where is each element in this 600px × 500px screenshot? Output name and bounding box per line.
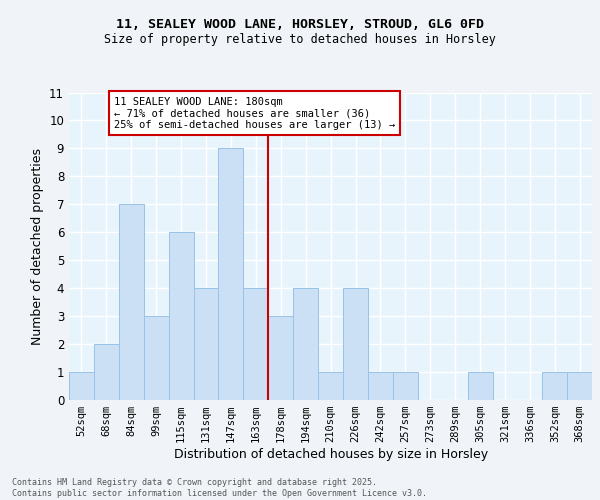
Bar (567, 372, 592, 400)
Bar (268, 316, 293, 400)
Bar (293, 288, 318, 400)
Bar (194, 288, 218, 400)
Bar (244, 288, 268, 400)
Text: 11, SEALEY WOOD LANE, HORSLEY, STROUD, GL6 0FD: 11, SEALEY WOOD LANE, HORSLEY, STROUD, G… (116, 18, 484, 30)
Bar (368, 372, 393, 400)
Bar (169, 232, 194, 400)
Text: 11 SEALEY WOOD LANE: 180sqm
← 71% of detached houses are smaller (36)
25% of sem: 11 SEALEY WOOD LANE: 180sqm ← 71% of det… (114, 96, 395, 130)
Bar (268, 316, 293, 400)
Bar (318, 372, 343, 400)
Bar (69, 372, 94, 400)
Bar (119, 204, 144, 400)
Bar (567, 372, 592, 400)
Bar (194, 288, 218, 400)
Bar (293, 288, 318, 400)
Y-axis label: Number of detached properties: Number of detached properties (31, 148, 44, 345)
Bar (542, 372, 567, 400)
Text: Contains HM Land Registry data © Crown copyright and database right 2025.
Contai: Contains HM Land Registry data © Crown c… (12, 478, 427, 498)
Bar (144, 316, 169, 400)
Bar (542, 372, 567, 400)
X-axis label: Distribution of detached houses by size in Horsley: Distribution of detached houses by size … (173, 448, 488, 461)
Bar (218, 148, 244, 400)
Bar (144, 316, 169, 400)
Bar (343, 288, 368, 400)
Bar (94, 344, 119, 400)
Text: Size of property relative to detached houses in Horsley: Size of property relative to detached ho… (104, 32, 496, 46)
Bar (244, 288, 268, 400)
Bar (169, 232, 194, 400)
Bar (218, 148, 244, 400)
Bar (467, 372, 493, 400)
Bar (318, 372, 343, 400)
Bar (343, 288, 368, 400)
Bar (393, 372, 418, 400)
Bar (467, 372, 493, 400)
Bar (94, 344, 119, 400)
Bar (119, 204, 144, 400)
Bar (393, 372, 418, 400)
Bar (69, 372, 94, 400)
Bar (368, 372, 393, 400)
